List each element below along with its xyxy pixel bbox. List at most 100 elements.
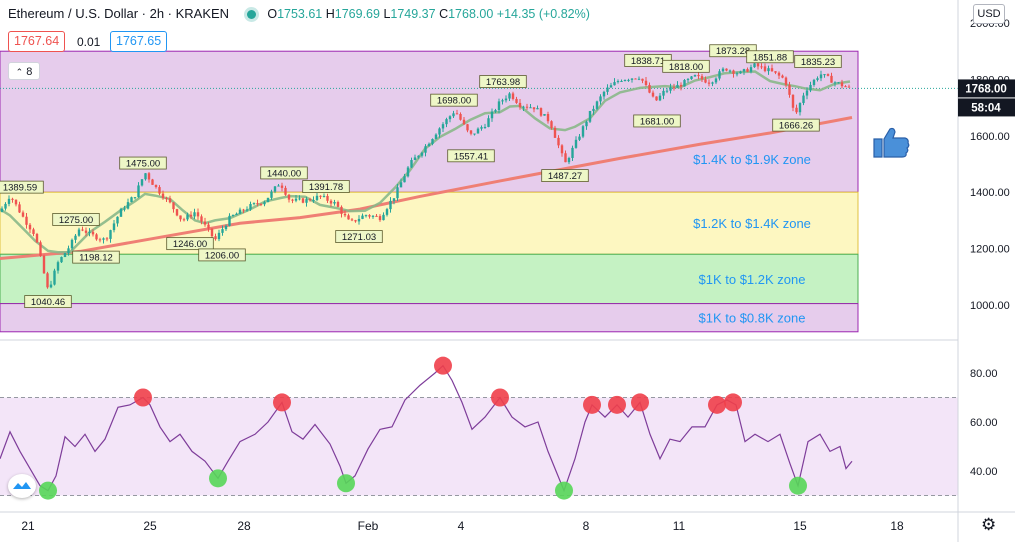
candle-body [147, 173, 151, 180]
candle-body [182, 219, 186, 221]
candle-body [322, 195, 326, 197]
candle-body [336, 202, 340, 207]
candle-body [28, 224, 32, 230]
candle-body [210, 228, 214, 237]
candle-body [175, 209, 179, 216]
candle-body [158, 187, 161, 194]
buy-button[interactable]: 1767.65 [110, 31, 168, 52]
candle-body [802, 95, 805, 104]
indicators-toggle-button[interactable]: ⌃ 8 [8, 62, 40, 80]
candle-body [14, 199, 18, 205]
candle-body [746, 69, 749, 72]
candle-body [690, 76, 693, 80]
candle-body [60, 256, 63, 263]
candle-body [63, 253, 67, 257]
candle-body [385, 209, 389, 215]
candle-body [504, 98, 508, 101]
candle-body [592, 108, 595, 111]
zone-band [0, 191, 859, 255]
candle-body [662, 90, 665, 96]
spread-value: 0.01 [77, 35, 101, 49]
price-annotation: 1835.23 [801, 57, 835, 68]
candle-body [333, 202, 336, 204]
candle-body [123, 208, 126, 210]
candle-body [77, 229, 81, 236]
price-annotation-box [633, 114, 681, 128]
candle-body [686, 79, 690, 81]
overbought-marker [608, 395, 626, 414]
candle-body [700, 76, 704, 80]
price-annotation-box [541, 169, 589, 182]
countdown-box [958, 98, 1015, 117]
last-price-box [958, 79, 1015, 98]
price-annotation: 1681.00 [640, 116, 674, 127]
candle-body [354, 220, 357, 222]
settings-gear-icon[interactable]: ⚙ [981, 515, 997, 534]
price-annotation-box [662, 59, 710, 73]
time-tick-label: 11 [673, 519, 686, 533]
price-annotation-box [0, 180, 44, 194]
candle-body [476, 128, 480, 134]
candle-body [455, 113, 459, 115]
candle-body [11, 198, 14, 200]
candle-body [263, 202, 266, 205]
candle-body [536, 108, 539, 110]
candle-body [189, 214, 193, 217]
candle-body [130, 197, 133, 203]
candle-body [25, 216, 28, 225]
candle-body [543, 113, 546, 116]
time-tick-label: 28 [237, 519, 251, 533]
candle-body [399, 182, 403, 188]
candle-body [515, 98, 518, 103]
candle-body [812, 79, 816, 85]
candle-body [133, 197, 137, 199]
candle-body [18, 204, 21, 213]
candle-body [651, 92, 655, 97]
candle-body [21, 212, 25, 217]
candle-body [518, 102, 522, 108]
candle-body [378, 216, 382, 221]
price-annotation: 1271.03 [342, 232, 376, 243]
price-annotation-box [479, 75, 527, 88]
time-tick-label: 21 [21, 519, 35, 533]
low-label: L [383, 7, 391, 21]
price-annotation-box [772, 118, 820, 132]
candle-body [497, 101, 501, 111]
candle-body [770, 68, 774, 72]
candle-body [753, 63, 756, 68]
symbol-title[interactable]: Ethereum / U.S. Dollar · 2h · KRAKEN [8, 6, 230, 21]
tradingview-logo-icon[interactable] [8, 474, 36, 498]
candle-body [326, 195, 329, 201]
candle-body [154, 184, 158, 188]
currency-button[interactable]: USD [973, 4, 1005, 24]
candle-body [760, 66, 763, 68]
candle-body [735, 73, 739, 75]
candle-body [567, 157, 571, 163]
candle-body [375, 215, 378, 217]
candle-body [693, 75, 697, 77]
price-annotation: 1666.26 [779, 121, 813, 132]
candle-body [599, 96, 602, 102]
sell-button[interactable]: 1767.64 [8, 31, 66, 52]
candle-body [126, 202, 130, 209]
candle-body [266, 197, 270, 203]
candle-body [224, 225, 228, 230]
candle-body [777, 72, 781, 76]
candle-body [739, 71, 742, 74]
overbought-marker [491, 388, 509, 407]
candle-body [441, 124, 445, 129]
candle-body [756, 63, 760, 67]
candle-body [679, 84, 683, 87]
time-tick-label: 18 [890, 519, 904, 533]
candle-body [291, 199, 294, 201]
candle-body [721, 68, 725, 72]
candle-body [819, 74, 823, 79]
price-annotation-box [119, 156, 167, 170]
candle-body [763, 66, 767, 72]
candle-body [112, 223, 116, 231]
candle-body [95, 234, 98, 240]
candle-body [46, 273, 49, 288]
candle-body [434, 134, 438, 140]
candle-body [305, 199, 308, 203]
